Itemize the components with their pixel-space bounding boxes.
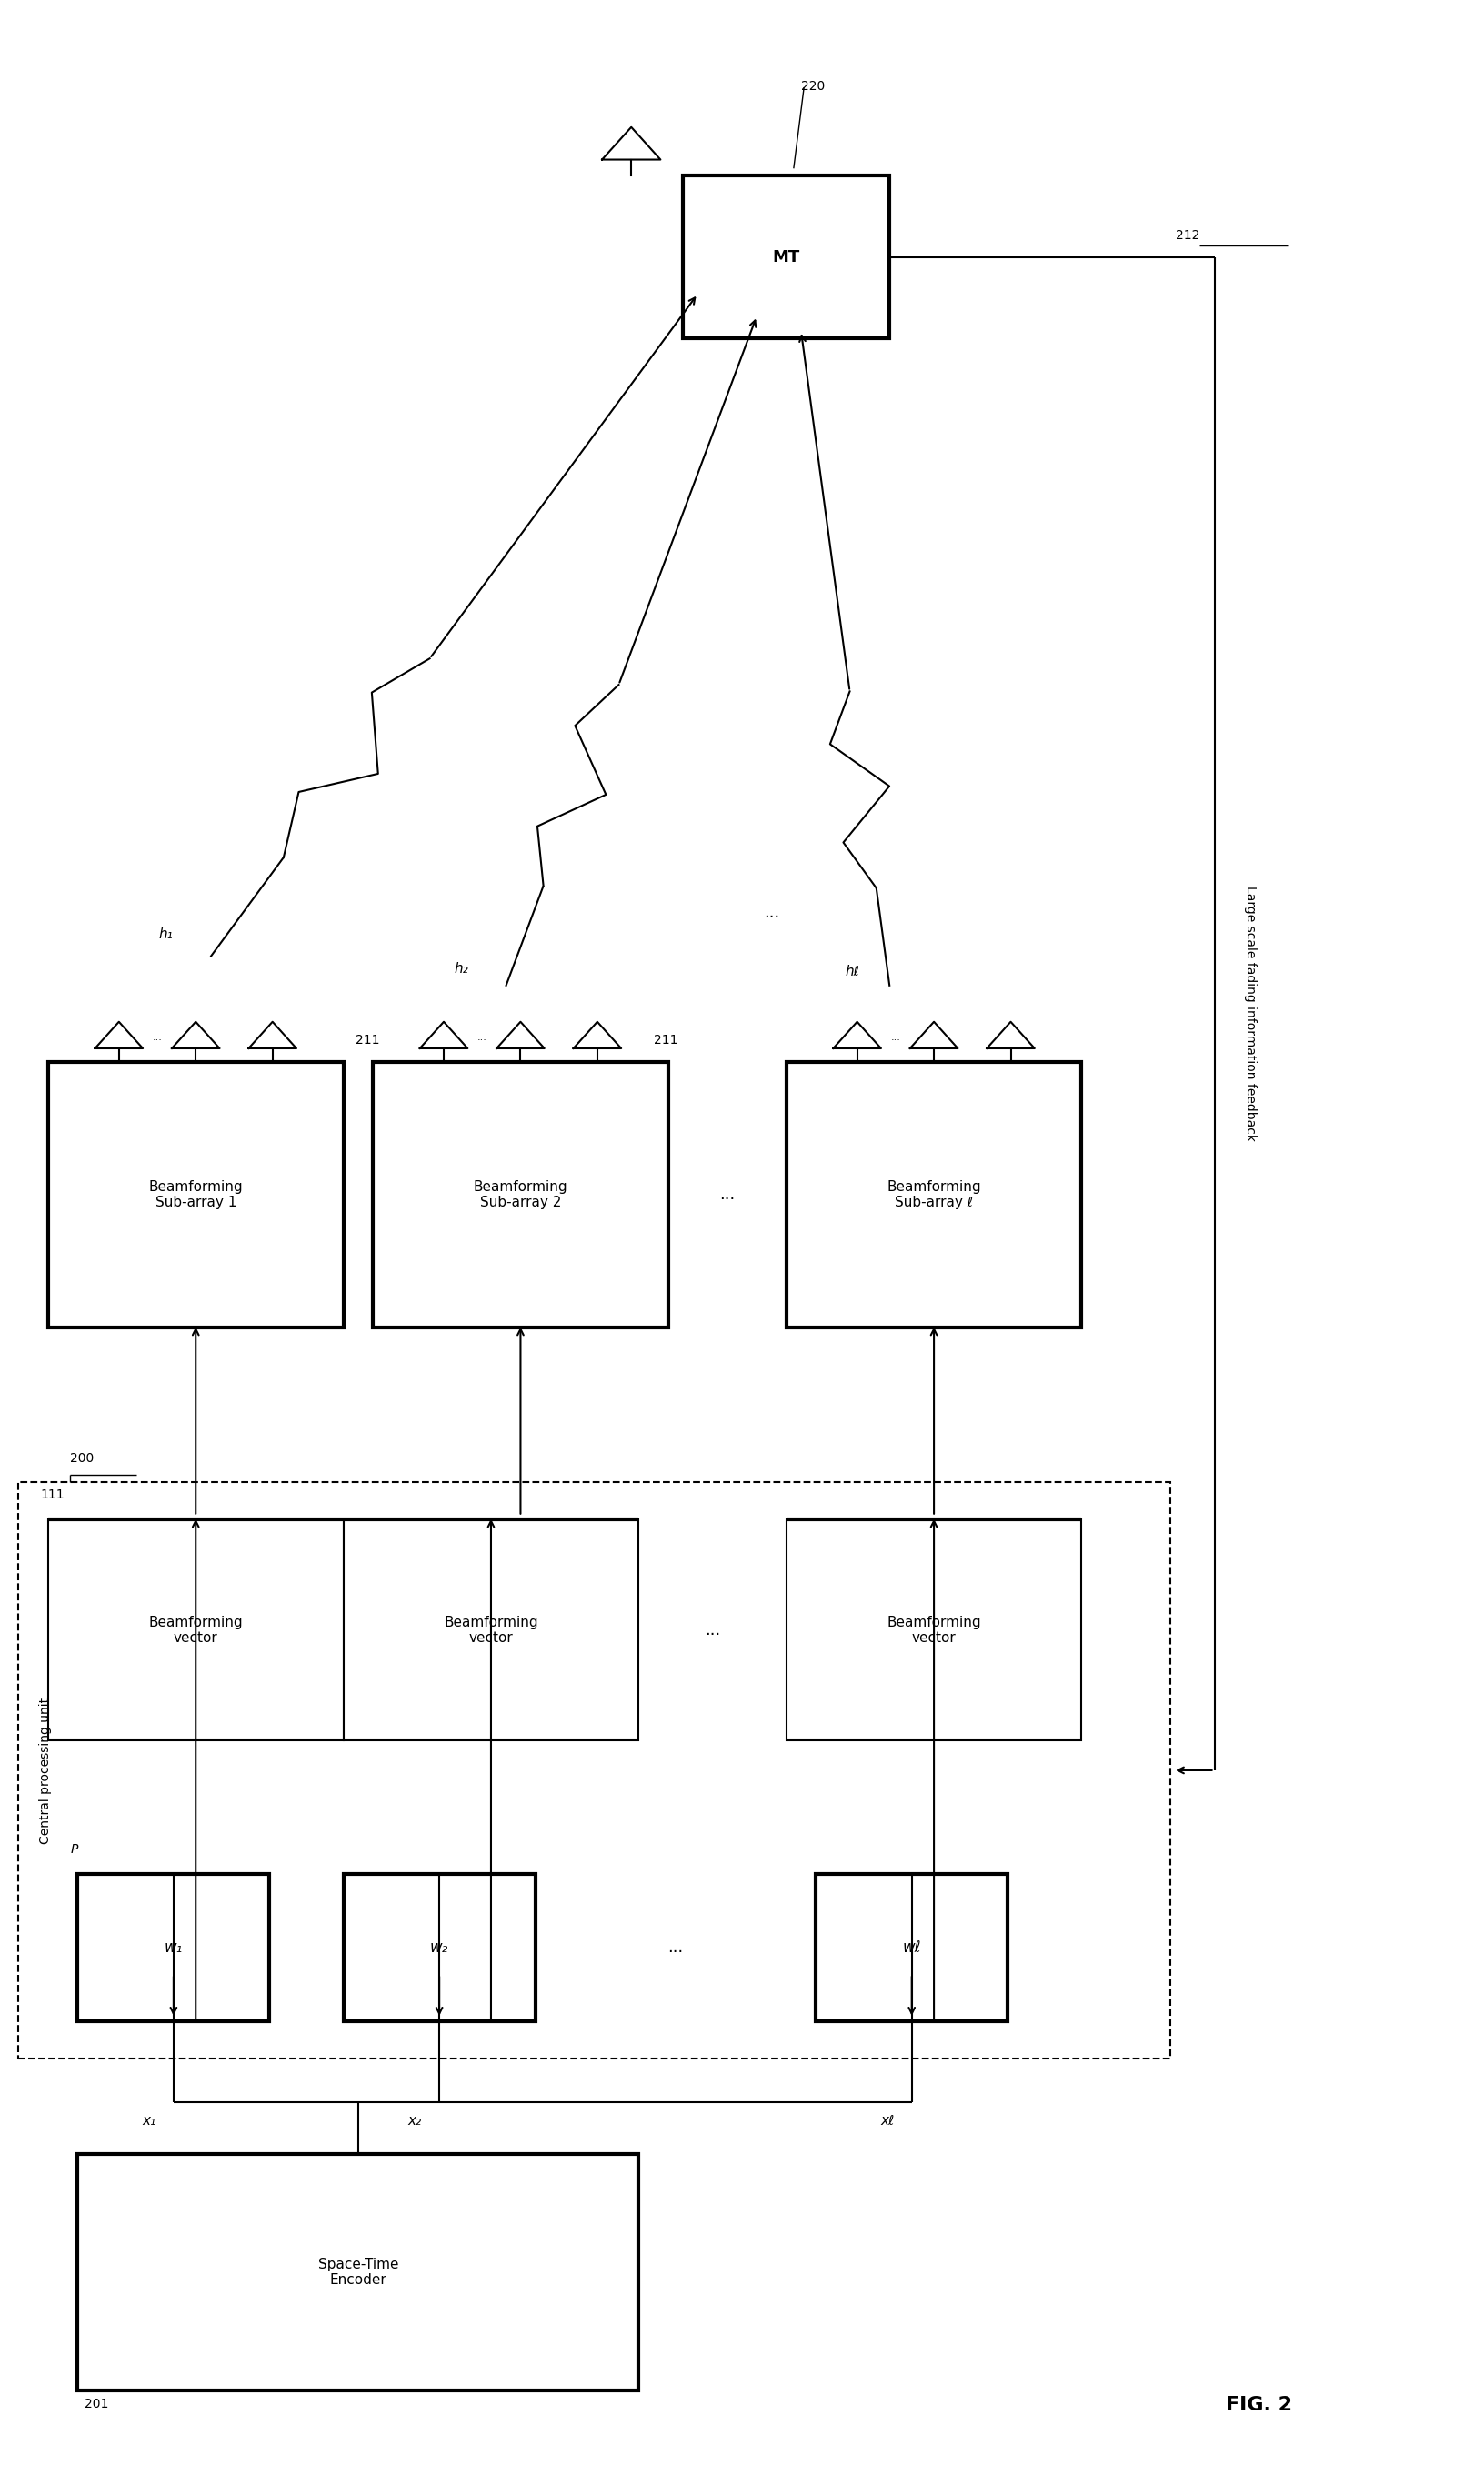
- Bar: [343, 1518, 638, 1742]
- Text: ...: ...: [764, 905, 779, 922]
- Text: 211: 211: [355, 1034, 380, 1046]
- Text: 201: 201: [85, 2398, 108, 2410]
- Text: h₁: h₁: [159, 927, 174, 942]
- Text: Beamforming
Sub-array 2: Beamforming Sub-array 2: [473, 1180, 568, 1210]
- Text: Beamforming
Sub-array ℓ: Beamforming Sub-array ℓ: [887, 1180, 981, 1210]
- Text: 220: 220: [801, 80, 825, 92]
- Text: x₁: x₁: [142, 2115, 156, 2127]
- Text: ...: ...: [153, 1034, 162, 1041]
- Bar: [787, 1518, 1082, 1742]
- Bar: [19, 1484, 1171, 2058]
- Text: xℓ: xℓ: [880, 2115, 893, 2127]
- Bar: [372, 1061, 668, 1327]
- Text: ...: ...: [478, 1034, 487, 1041]
- Text: Beamforming
Sub-array 1: Beamforming Sub-array 1: [148, 1180, 243, 1210]
- Text: Space-Time
Encoder: Space-Time Encoder: [318, 2256, 398, 2286]
- Bar: [683, 176, 889, 338]
- Bar: [47, 1061, 343, 1327]
- Text: 212: 212: [1175, 229, 1199, 241]
- Text: 200: 200: [70, 1451, 93, 1464]
- Text: P: P: [70, 1844, 77, 1856]
- Text: x₂: x₂: [408, 2115, 421, 2127]
- Text: hℓ: hℓ: [846, 964, 859, 979]
- Text: w₁: w₁: [165, 1938, 183, 1956]
- Text: 111: 111: [40, 1489, 65, 1501]
- Bar: [816, 1874, 1008, 2020]
- Text: 211: 211: [653, 1034, 678, 1046]
- Text: Beamforming
vector: Beamforming vector: [887, 1615, 981, 1645]
- Text: ...: ...: [890, 1034, 901, 1041]
- Text: w₂: w₂: [430, 1938, 448, 1956]
- Text: ...: ...: [705, 1623, 720, 1638]
- Text: Beamforming
vector: Beamforming vector: [148, 1615, 243, 1645]
- Bar: [787, 1061, 1082, 1327]
- Text: ...: ...: [668, 1938, 684, 1956]
- Text: wℓ: wℓ: [902, 1938, 922, 1956]
- Bar: [77, 2154, 638, 2391]
- Bar: [47, 1518, 343, 1742]
- Text: h₂: h₂: [454, 962, 469, 977]
- Bar: [77, 1874, 270, 2020]
- Text: Beamforming
vector: Beamforming vector: [444, 1615, 539, 1645]
- Text: ...: ...: [720, 1185, 735, 1203]
- Text: Large scale fading information feedback: Large scale fading information feedback: [1244, 887, 1257, 1141]
- Text: MT: MT: [773, 248, 800, 266]
- Text: FIG. 2: FIG. 2: [1226, 2396, 1293, 2415]
- Text: Central processing unit: Central processing unit: [39, 1697, 52, 1844]
- Bar: [343, 1874, 536, 2020]
